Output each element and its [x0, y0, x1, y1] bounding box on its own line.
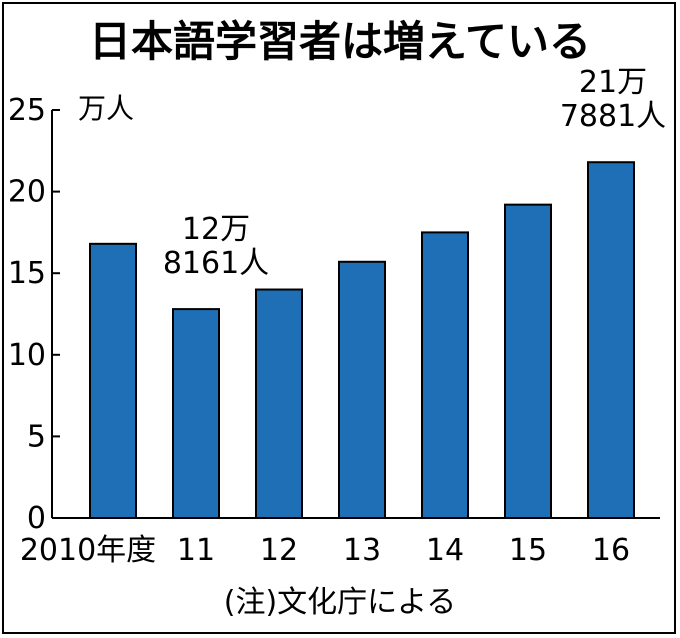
source-note: (注)文化庁による [224, 585, 457, 620]
bar-1 [172, 308, 220, 519]
y-axis-ticks: 0 5 10 15 20 25 [8, 93, 60, 536]
chart-title: 日本語学習者は増えている [89, 17, 591, 66]
bar-5 [504, 203, 552, 519]
bar-0 [89, 242, 137, 519]
x-tick-label: 13 [343, 533, 381, 568]
x-tick-label: 11 [177, 533, 215, 568]
data-label: 8161人 [163, 246, 269, 281]
y-axis-unit-label: 万人 [78, 92, 134, 125]
bars-group [89, 161, 635, 519]
data-label: 7881人 [560, 99, 666, 134]
y-tick-label: 15 [8, 256, 46, 291]
y-tick-label: 0 [27, 501, 46, 536]
data-label: 21万 [579, 65, 647, 100]
y-tick-label: 10 [8, 338, 46, 373]
data-label: 12万 [182, 212, 250, 247]
x-tick-label: 12 [260, 533, 298, 568]
bar-4 [421, 231, 469, 519]
x-axis-labels: 2010年度 11 12 13 14 15 16 [20, 533, 630, 568]
x-tick-label: 2010年度 [20, 533, 156, 568]
bar-2 [255, 288, 303, 519]
x-tick-label: 14 [426, 533, 464, 568]
x-tick-label: 16 [592, 533, 630, 568]
y-tick-label: 20 [8, 175, 46, 210]
y-tick-label: 25 [8, 93, 46, 128]
bar-3 [338, 260, 386, 519]
bar-6 [587, 161, 635, 519]
x-tick-label: 15 [509, 533, 547, 568]
y-tick-label: 5 [27, 419, 46, 454]
